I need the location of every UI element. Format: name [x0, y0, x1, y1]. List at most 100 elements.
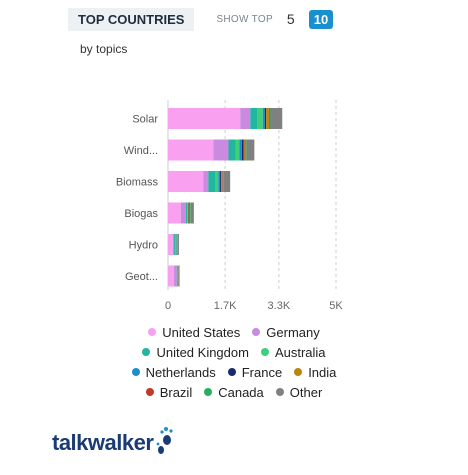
x-tick-label: 1.7K [214, 300, 237, 312]
bar-segment [208, 171, 216, 192]
footprints-icon [157, 427, 174, 454]
legend-dot-icon [275, 388, 284, 396]
legend-label: Brazil [159, 384, 193, 400]
bar-segment [244, 139, 246, 161]
bar-segment [187, 202, 188, 224]
legend-item[interactable]: Germany [252, 324, 320, 340]
legend-row: Brazil Canada Other [60, 382, 408, 402]
bar-segment [173, 234, 175, 255]
legend-dot-icon [145, 388, 154, 396]
bar-segment [168, 108, 241, 129]
legend-row: Netherlands France India [60, 362, 408, 382]
legend-dot-icon [260, 348, 269, 356]
bar-segment [213, 139, 229, 161]
stacked-bar-chart: Solar Wind... Biomass Biogas Hydro Geot... 0 1.… [116, 100, 343, 312]
bar-segment [243, 139, 245, 161]
bar-segment [189, 202, 191, 224]
bar-segment [168, 234, 174, 255]
category-label: Geot... [125, 271, 158, 283]
bar-segment [168, 202, 181, 224]
legend-item[interactable]: Canada [204, 385, 264, 400]
legend-label: Netherlands [145, 364, 216, 380]
legend-row: United States Germany [60, 322, 408, 342]
x-tick-label: 3.3K [268, 300, 291, 312]
legend-item[interactable]: Netherlands [131, 364, 216, 380]
x-tick-label: 5K [329, 300, 343, 312]
show-top-10-option[interactable]: 10 [308, 9, 334, 29]
logo-text: talkwalker [52, 430, 154, 455]
bar-segment [175, 234, 177, 255]
legend-dot-icon [148, 328, 157, 336]
bar-segment [190, 202, 191, 224]
bar-segment [185, 202, 188, 224]
bar-segment [190, 202, 194, 224]
chart-legend: United States Germany United Kingdom Austra… [60, 322, 408, 402]
legend-label: United States [162, 324, 241, 340]
widget-subtitle: by topics [80, 42, 128, 56]
legend-dot-icon [131, 368, 140, 376]
legend-dot-icon [227, 368, 236, 376]
bar-segment [223, 171, 231, 192]
bar-segment [264, 108, 267, 129]
legend-label: France [241, 364, 283, 380]
legend-dot-icon [252, 328, 261, 336]
bar-segment [168, 265, 175, 287]
show-top-label: SHOW TOP [216, 13, 273, 25]
bar-segment [270, 108, 283, 129]
legend-label: Australia [274, 344, 326, 360]
bar-segment [221, 171, 223, 192]
legend-label: Germany [266, 324, 320, 340]
legend-item[interactable]: Australia [260, 344, 326, 360]
bar-segment [188, 202, 190, 224]
x-tick-label: 0 [165, 300, 171, 312]
category-label: Biogas [124, 208, 158, 220]
bar-segment [174, 234, 176, 255]
chart-header: TOP COUNTRIES SHOW TOP 5 10 [68, 6, 334, 32]
legend-dot-icon [204, 388, 213, 396]
category-label: Hydro [129, 240, 158, 252]
category-label: Wind... [124, 145, 158, 157]
bar-segment [241, 139, 244, 161]
bar-segment [176, 265, 178, 287]
legend-item[interactable]: Other [275, 384, 323, 400]
bar-segment [269, 108, 271, 129]
legend-item[interactable]: United States [148, 325, 240, 340]
bar-segment [262, 108, 265, 129]
bar-segment [177, 234, 179, 255]
bar-segment [268, 108, 270, 129]
legend-dot-icon [142, 348, 151, 356]
bar-segment [220, 171, 222, 192]
bar-segment [178, 265, 180, 287]
bar-segment [215, 171, 219, 192]
widget-title: TOP COUNTRIES [68, 7, 195, 31]
bar-segment [240, 108, 251, 129]
bar-segment [228, 139, 236, 161]
legend-label: Other [289, 384, 323, 400]
bar-segment [218, 171, 221, 192]
legend-row: United Kingdom Australia [60, 342, 408, 362]
show-top-5-option[interactable]: 5 [286, 11, 295, 27]
bar-segment [250, 108, 258, 129]
bar-segment [222, 171, 223, 192]
talkwalker-logo: talkwalker [52, 426, 179, 456]
legend-item[interactable]: United Kingdom [142, 345, 249, 360]
bar-segment [168, 139, 214, 161]
bar-segment [239, 139, 242, 161]
legend-item[interactable]: India [294, 365, 336, 380]
bar-segment [246, 139, 255, 161]
category-label: Solar [132, 114, 158, 126]
bar-segment [203, 171, 209, 192]
bar-segment [168, 171, 204, 192]
legend-item[interactable]: Brazil [145, 384, 193, 400]
legend-item[interactable]: France [227, 364, 283, 380]
bar-segment [222, 171, 224, 192]
bar-segment [245, 139, 247, 161]
legend-label: United Kingdom [156, 344, 249, 360]
bar-segment [266, 108, 269, 129]
legend-dot-icon [294, 368, 303, 376]
category-label: Biomass [116, 177, 159, 189]
legend-label: Canada [218, 384, 264, 400]
legend-label: India [308, 364, 337, 380]
bar-segment [235, 139, 240, 161]
bar-segment [180, 202, 186, 224]
